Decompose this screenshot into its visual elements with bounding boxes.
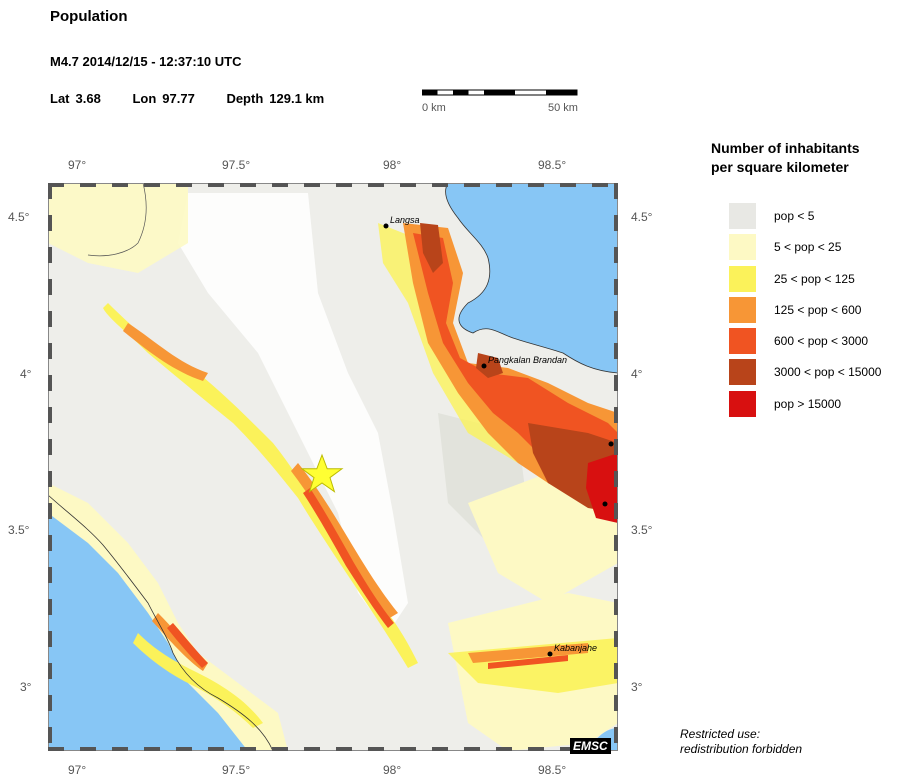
city-label-langsa: Langsa bbox=[390, 215, 420, 225]
legend-label: 25 < pop < 125 bbox=[774, 272, 855, 286]
lat-tick-left: 3.5° bbox=[8, 523, 30, 537]
legend-swatch bbox=[729, 266, 756, 292]
legend-title: Number of inhabitants per square kilomet… bbox=[711, 140, 860, 175]
map-canvas bbox=[47, 182, 619, 752]
city-marker bbox=[602, 501, 608, 507]
sparse-area bbox=[178, 193, 408, 633]
legend-label: 600 < pop < 3000 bbox=[774, 334, 869, 348]
legend-label: 5 < pop < 25 bbox=[774, 240, 842, 254]
legend-swatch bbox=[729, 203, 756, 229]
legend-item: 600 < pop < 3000 bbox=[729, 328, 907, 354]
legend-label: 3000 < pop < 15000 bbox=[774, 365, 882, 379]
legend-item: pop < 5 bbox=[729, 203, 907, 229]
lon-tick-top: 97.5° bbox=[222, 158, 251, 172]
city-marker bbox=[608, 441, 614, 447]
lat-tick-right: 4.5° bbox=[631, 210, 653, 224]
legend-label: pop < 5 bbox=[774, 209, 815, 223]
legend-swatch bbox=[729, 234, 756, 260]
lon-readout: Lon 97.77 bbox=[132, 91, 195, 106]
lat-tick-left: 4.5° bbox=[8, 210, 30, 224]
legend-swatch bbox=[729, 359, 756, 385]
legend-label: 125 < pop < 600 bbox=[774, 303, 862, 317]
population-map[interactable]: Langsa Pangkalan Brandan Kabanjahe bbox=[47, 182, 619, 752]
lon-tick-bottom: 98.5° bbox=[538, 763, 567, 777]
event-summary: M4.7 2014/12/15 - 12:37:10 UTC bbox=[50, 54, 242, 69]
scale-end-label: 50 km bbox=[548, 102, 578, 114]
lat-tick-right: 4° bbox=[631, 367, 643, 381]
scale-bar: 0 km 50 km bbox=[422, 88, 582, 118]
city-marker bbox=[547, 651, 553, 657]
legend-label: pop > 15000 bbox=[774, 397, 842, 411]
legend-item: 3000 < pop < 15000 bbox=[729, 359, 907, 385]
city-label-pangkalan-brandan: Pangkalan Brandan bbox=[488, 355, 568, 365]
legend-item: 125 < pop < 600 bbox=[729, 297, 907, 323]
lat-tick-left: 3° bbox=[20, 680, 32, 694]
event-location: Lat 3.68 Lon 97.77 Depth 129.1 km bbox=[50, 91, 352, 106]
scale-start-label: 0 km bbox=[422, 102, 446, 114]
lon-tick-bottom: 97.5° bbox=[222, 763, 251, 777]
lat-readout: Lat 3.68 bbox=[50, 91, 101, 106]
map-title: Population bbox=[50, 8, 128, 25]
legend-item: pop > 15000 bbox=[729, 391, 907, 417]
lat-tick-right: 3° bbox=[631, 680, 643, 694]
lon-tick-bottom: 98° bbox=[383, 763, 402, 777]
emsc-watermark: EMSC bbox=[570, 738, 611, 754]
city-label-kabanjahe: Kabanjahe bbox=[554, 643, 598, 653]
legend-swatch bbox=[729, 328, 756, 354]
usage-notice: Restricted use: redistribution forbidden bbox=[680, 727, 803, 756]
sea-northeast bbox=[445, 183, 618, 373]
lon-tick-top: 98° bbox=[383, 158, 402, 172]
lon-tick-bottom: 97° bbox=[68, 763, 87, 777]
legend-item: 5 < pop < 25 bbox=[729, 234, 907, 260]
legend-swatch bbox=[729, 391, 756, 417]
city-marker bbox=[481, 363, 487, 369]
city-marker bbox=[383, 223, 389, 229]
lon-tick-top: 98.5° bbox=[538, 158, 567, 172]
legend-item: 25 < pop < 125 bbox=[729, 266, 907, 292]
lat-tick-right: 3.5° bbox=[631, 523, 653, 537]
depth-readout: Depth 129.1 km bbox=[226, 91, 325, 106]
lon-tick-top: 97° bbox=[68, 158, 87, 172]
legend-swatch bbox=[729, 297, 756, 323]
epicenter-star[interactable] bbox=[300, 453, 344, 493]
lat-tick-left: 4° bbox=[20, 367, 32, 381]
